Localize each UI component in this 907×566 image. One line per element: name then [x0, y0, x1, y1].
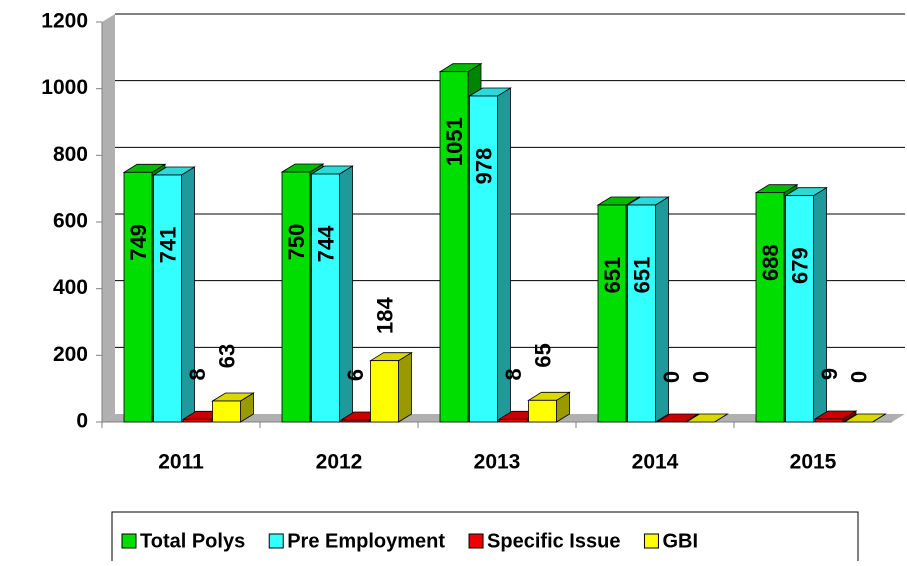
- data-label: 184: [372, 297, 397, 334]
- bar: [468, 87, 512, 423]
- x-tick-label: 2012: [316, 451, 363, 474]
- bar-front: [597, 204, 627, 423]
- bar: [655, 413, 700, 423]
- data-label: 8: [501, 368, 526, 380]
- bar: [685, 413, 729, 423]
- data-label: 0: [846, 371, 871, 383]
- legend-swatch: [268, 533, 284, 549]
- bar-front: [755, 192, 785, 423]
- data-label: 749: [126, 224, 151, 261]
- x-tick-label: 2014: [632, 451, 679, 474]
- data-label: 744: [313, 225, 338, 262]
- data-label: 651: [629, 257, 654, 294]
- bar-front: [153, 174, 182, 423]
- data-label: 651: [600, 257, 625, 294]
- x-tick-label: 2013: [474, 451, 521, 474]
- y-tick-label: 200: [53, 343, 88, 366]
- bar-front: [370, 360, 399, 423]
- bar-front: [785, 195, 814, 423]
- legend-swatch: [468, 533, 484, 549]
- y-tick-label: 1000: [41, 76, 88, 99]
- data-label: 679: [787, 247, 812, 284]
- bar-side: [181, 166, 195, 423]
- bar-front: [281, 171, 311, 423]
- data-label: 1051: [442, 117, 467, 166]
- bar-front: [212, 400, 241, 423]
- data-label: 6: [343, 369, 368, 381]
- bar-front: [528, 399, 557, 423]
- y-tick-label: 400: [53, 276, 88, 299]
- y-tick-label: 0: [76, 410, 88, 433]
- data-label: 63: [214, 344, 239, 368]
- bar-front: [814, 418, 844, 423]
- x-tick-label: 2011: [158, 451, 204, 474]
- bar: [152, 166, 196, 423]
- legend-label: Specific Issue: [487, 530, 620, 552]
- bar: [211, 392, 255, 423]
- legend-label: GBI: [662, 530, 698, 552]
- legend-swatch: [643, 533, 659, 549]
- bar-side: [655, 196, 669, 423]
- data-label: 0: [688, 371, 713, 383]
- left-wall: [102, 14, 115, 422]
- bar-front: [627, 204, 656, 423]
- bar-front: [123, 171, 153, 423]
- y-tick-label: 1200: [41, 10, 88, 33]
- bar-top: [685, 413, 729, 423]
- bar: [843, 413, 887, 423]
- bar: [626, 196, 670, 423]
- data-label: 8: [185, 368, 210, 380]
- bar-side: [339, 165, 353, 423]
- bar: [527, 391, 571, 423]
- bar-front: [182, 418, 212, 423]
- legend-swatch: [121, 533, 137, 549]
- bar-front: [498, 418, 528, 423]
- data-label: 750: [284, 224, 309, 261]
- legend-label: Total Polys: [140, 530, 245, 552]
- y-tick-label: 800: [53, 143, 88, 166]
- bar-front: [311, 173, 340, 423]
- data-label: 741: [155, 227, 180, 264]
- data-label: 0: [659, 371, 684, 383]
- bar: [813, 410, 858, 423]
- bar-front: [439, 71, 469, 423]
- bar-side: [398, 351, 412, 423]
- bar-front: [340, 419, 370, 423]
- legend-box: [111, 511, 859, 566]
- bar-front: [469, 95, 498, 423]
- bar: [369, 351, 413, 423]
- data-label: 65: [530, 343, 555, 367]
- data-label: 9: [817, 368, 842, 380]
- x-tick-label: 2015: [790, 451, 837, 474]
- bar: [784, 186, 828, 423]
- y-tick-label: 600: [53, 210, 88, 233]
- data-label: 688: [758, 244, 783, 281]
- bar: [310, 165, 354, 423]
- bar-top: [655, 413, 700, 423]
- bar-top: [843, 413, 887, 423]
- bar-side: [813, 186, 827, 423]
- legend-label: Pre Employment: [287, 530, 445, 552]
- data-label: 978: [471, 148, 496, 185]
